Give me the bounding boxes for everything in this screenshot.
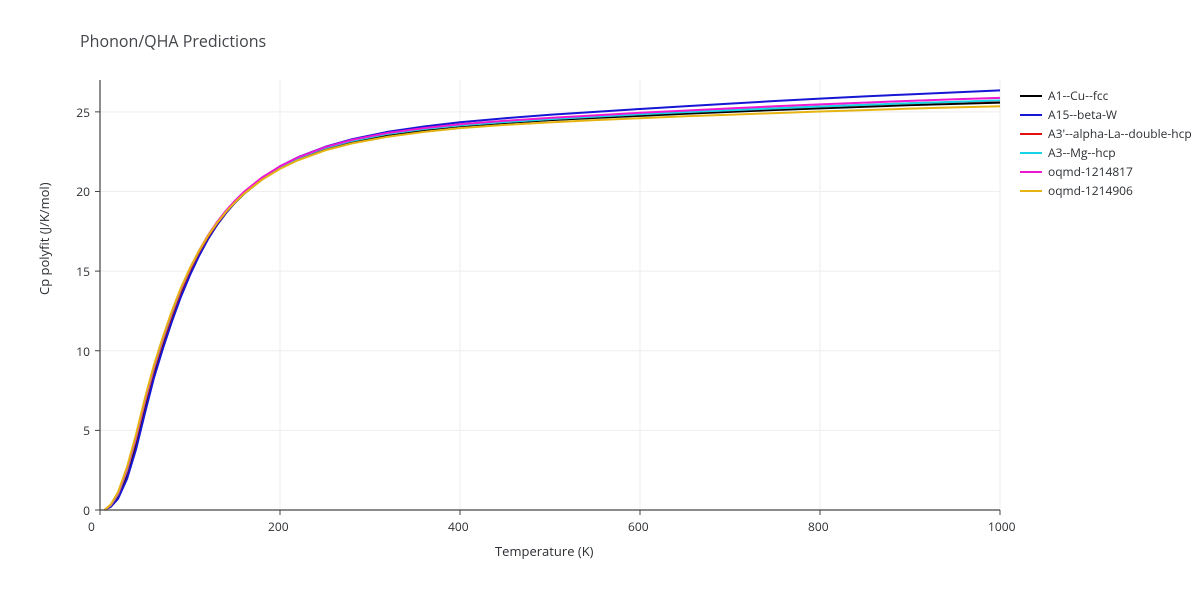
legend-label: oqmd-1214906 (1048, 182, 1133, 199)
legend-swatch (1020, 190, 1042, 192)
x-tick-label: 800 (808, 518, 829, 535)
legend-swatch (1020, 171, 1042, 173)
legend-swatch (1020, 133, 1042, 135)
x-tick-label: 0 (88, 518, 95, 535)
legend-label: oqmd-1214817 (1048, 163, 1133, 180)
y-tick-label: 25 (76, 104, 90, 121)
line-series (105, 100, 1001, 510)
y-tick-label: 0 (83, 502, 90, 519)
chart-title: Phonon/QHA Predictions (80, 30, 266, 52)
legend-label: A3--Mg--hcp (1048, 144, 1116, 161)
y-axis-label: Cp polyfit (J/K/mol) (35, 182, 53, 295)
x-tick-label: 600 (628, 518, 649, 535)
x-tick-label: 200 (268, 518, 289, 535)
legend-label: A1--Cu--fcc (1048, 87, 1108, 104)
axes (95, 80, 1000, 515)
legend-item[interactable]: oqmd-1214817 (1020, 162, 1192, 181)
line-series (105, 90, 1001, 510)
legend-swatch (1020, 95, 1042, 97)
line-series (105, 101, 1001, 510)
legend: A1--Cu--fcc A15--beta-W A3'--alpha-La--dou… (1020, 86, 1192, 200)
y-tick-label: 15 (76, 263, 90, 280)
legend-swatch (1020, 114, 1042, 116)
legend-item[interactable]: A3'--alpha-La--double-hcp (1020, 124, 1192, 143)
y-tick-label: 10 (76, 343, 90, 360)
line-series (105, 98, 1001, 510)
legend-label: A15--beta-W (1048, 106, 1117, 123)
line-series-group (105, 90, 1001, 510)
legend-item[interactable]: oqmd-1214906 (1020, 181, 1192, 200)
y-tick-label: 5 (83, 422, 90, 439)
legend-swatch (1020, 152, 1042, 154)
x-tick-label: 400 (448, 518, 469, 535)
y-tick-label: 20 (76, 183, 90, 200)
x-axis-label: Temperature (K) (495, 542, 594, 560)
x-tick-label: 1000 (988, 518, 1015, 535)
legend-item[interactable]: A1--Cu--fcc (1020, 86, 1192, 105)
line-series (105, 103, 1001, 510)
line-series (105, 106, 1001, 510)
grid (100, 80, 1000, 510)
legend-label: A3'--alpha-La--double-hcp (1048, 125, 1192, 142)
legend-item[interactable]: A3--Mg--hcp (1020, 143, 1192, 162)
legend-item[interactable]: A15--beta-W (1020, 105, 1192, 124)
